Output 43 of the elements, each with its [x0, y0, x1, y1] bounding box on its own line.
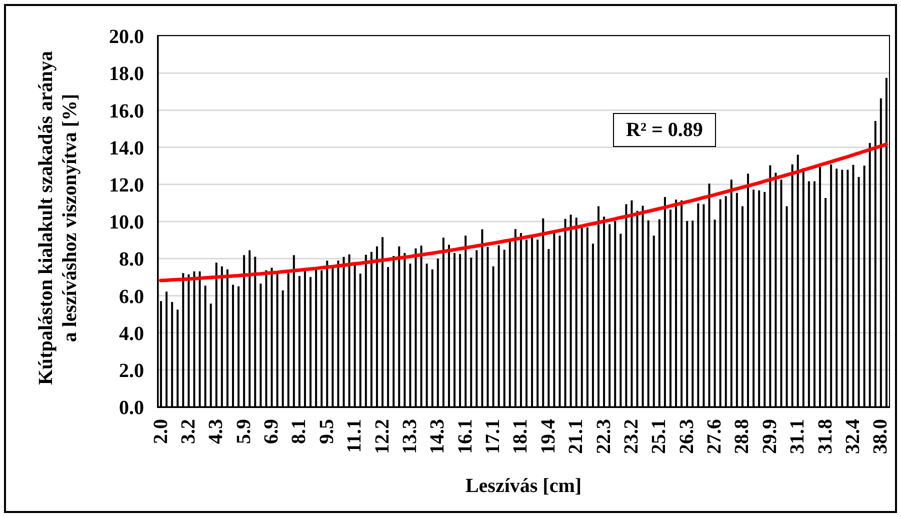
- x-tick-label: 21.1: [565, 419, 588, 454]
- x-tick-label: 16.1: [454, 419, 476, 454]
- y-tick-label: 20.0: [109, 26, 144, 48]
- x-tick-label: 2.0: [150, 419, 172, 444]
- x-axis-title: Leszívás [cm]: [464, 474, 583, 498]
- x-tick-label: 12.2: [371, 419, 394, 454]
- x-tick-label: 18.1: [510, 419, 532, 454]
- y-axis-title: Kútpaláston kialakult szakadás aránya a leszíváshoz viszonyítva [%]: [34, 50, 82, 387]
- y-tick-label: 2.0: [119, 360, 144, 382]
- x-tick-label: 13.3: [398, 419, 421, 454]
- x-tick-label: 11.1: [344, 419, 366, 453]
- y-tick-label: 8.0: [119, 248, 144, 271]
- y-tick-label: 12.0: [109, 174, 144, 196]
- x-tick-label: 19.4: [537, 419, 560, 454]
- y-tick-label: 0.0: [119, 397, 144, 420]
- x-tick-label: 38.0: [870, 419, 892, 454]
- x-tick-label: 28.8: [731, 419, 754, 454]
- x-tick-label: 31.8: [814, 419, 836, 454]
- x-tick-label: 26.3: [676, 419, 698, 454]
- annotation: R² = 0.89: [626, 119, 703, 141]
- x-tick-label: 32.4: [842, 419, 864, 454]
- x-tick-label: 23.2: [620, 419, 642, 454]
- note-frame: R² = 0.89: [613, 113, 716, 147]
- x-tick-label: 22.3: [592, 419, 615, 454]
- y-tick-label: 14.0: [109, 137, 144, 160]
- x-tick-label: 27.6: [704, 419, 726, 454]
- x-tick-label: 31.1: [786, 419, 809, 454]
- x-tick-label: 25.1: [648, 419, 670, 454]
- x-tick-label: 9.5: [316, 419, 338, 444]
- y-tick-label: 6.0: [119, 286, 144, 308]
- y-tick-label: 4.0: [119, 322, 144, 345]
- x-tick-label: 4.3: [205, 419, 228, 444]
- y-tick-label: 16.0: [109, 100, 144, 122]
- x-tick-label: 17.1: [482, 419, 504, 454]
- x-tick-label: 14.3: [426, 419, 449, 454]
- line-series: [159, 142, 888, 282]
- y-tick-label: 18.0: [109, 63, 144, 86]
- x-tick-label: 6.9: [260, 419, 283, 444]
- x-tick-label: 5.9: [232, 419, 255, 444]
- x-tick-label: 29.9: [758, 419, 781, 454]
- x-tick-label: 8.1: [288, 419, 310, 444]
- y-tick-label: 10.0: [109, 212, 144, 234]
- x-tick-label: 3.2: [177, 419, 200, 444]
